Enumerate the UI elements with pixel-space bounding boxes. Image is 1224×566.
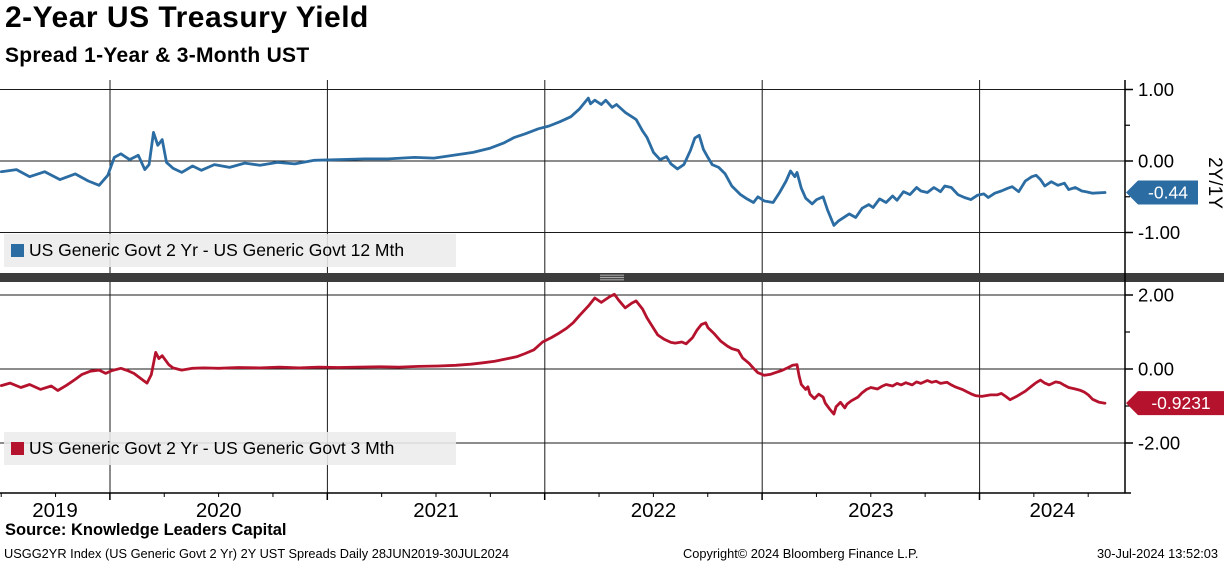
svg-text:2.00: 2.00 [1138, 285, 1174, 306]
legend-top-label: US Generic Govt 2 Yr - US Generic Govt 1… [29, 240, 405, 260]
footer-ticker-info: USGG2YR Index (US Generic Govt 2 Yr) 2Y … [4, 546, 510, 561]
series-line-bottom [0, 292, 1107, 416]
source-line: Source: Knowledge Leaders Capital [5, 521, 287, 539]
x-axis-labels: 2019 2020 2021 2022 2023 2024 [32, 499, 1075, 522]
x-tick-2022: 2022 [631, 499, 677, 522]
svg-text:0.00: 0.00 [1138, 151, 1174, 172]
x-tick-2021: 2021 [413, 499, 459, 522]
series-line-top [0, 96, 1107, 227]
svg-text:-0.44: -0.44 [1148, 182, 1188, 202]
svg-text:1.00: 1.00 [1138, 79, 1174, 100]
x-tick-2024: 2024 [1029, 499, 1075, 522]
legend-swatch-blue-icon [11, 244, 24, 257]
svg-text:-2.00: -2.00 [1138, 433, 1180, 454]
year-gridlines [109, 80, 981, 493]
legend-bottom: US Generic Govt 2 Yr - US Generic Govt 3… [4, 432, 456, 465]
x-tick-2023: 2023 [848, 499, 894, 522]
footer-timestamp: 30-Jul-2024 13:52:03 [1097, 546, 1218, 561]
svg-text:-0.9231: -0.9231 [1151, 393, 1210, 413]
svg-text:-1.00: -1.00 [1138, 222, 1180, 243]
legend-top: US Generic Govt 2 Yr - US Generic Govt 1… [4, 234, 456, 267]
panel-divider[interactable] [0, 273, 1224, 282]
x-tick-2020: 2020 [196, 499, 242, 522]
last-value-badge-top: -0.44 [1126, 180, 1198, 205]
page-title: 2-Year US Treasury Yield [5, 1, 369, 34]
legend-bottom-label: US Generic Govt 2 Yr - US Generic Govt 3… [29, 438, 395, 458]
legend-swatch-red-icon [11, 442, 24, 455]
svg-text:0.00: 0.00 [1138, 359, 1174, 380]
page-subtitle: Spread 1-Year & 3-Month UST [5, 44, 310, 67]
last-value-badge-bottom: -0.9231 [1126, 391, 1224, 416]
x-tick-2019: 2019 [32, 499, 78, 522]
footer-copyright: Copyright© 2024 Bloomberg Finance L.P. [683, 546, 919, 561]
axis-title-2y1y: 2Y/1Y [1204, 157, 1224, 209]
right-axis: 1.00 0.00 -1.00 2.00 0.00 -2.00 [1125, 79, 1180, 454]
bottom-axis-ticks [0, 493, 1089, 500]
axes [0, 80, 1131, 494]
